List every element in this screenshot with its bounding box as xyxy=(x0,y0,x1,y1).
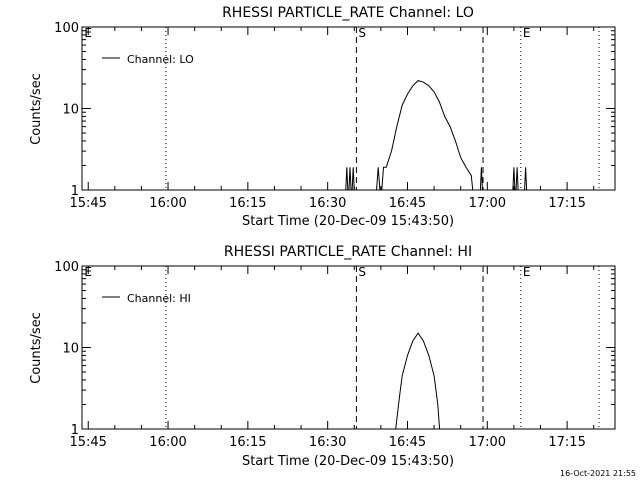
x-tick-label-hi: 16:15 xyxy=(229,435,266,450)
series-line-hi xyxy=(395,332,441,429)
y-tick-label-hi: 1 xyxy=(71,423,79,438)
x-tick-label-lo: 16:30 xyxy=(309,196,346,211)
x-tick-label-lo: 17:00 xyxy=(469,196,506,211)
event-marker-label-lo: S xyxy=(358,26,366,40)
series-line-lo xyxy=(512,167,519,190)
series-line-lo xyxy=(376,80,474,190)
x-axis-label-hi: Start Time (20-Dec-09 15:43:50) xyxy=(242,454,454,469)
event-marker-label-hi: E xyxy=(84,265,92,279)
event-marker-label-lo: E xyxy=(523,26,531,40)
event-marker-label-hi: E xyxy=(523,265,531,279)
chart-hi: 15:45 16:00 16:15 16:30 16:45 17:00 17:15 1 10 10… xyxy=(54,260,616,450)
plot-frame-hi xyxy=(81,265,616,430)
y-tick-label-lo: 100 xyxy=(54,21,79,36)
x-tick-label-lo: 17:15 xyxy=(548,196,585,211)
y-tick-label-hi: 100 xyxy=(54,260,79,275)
x-axis-label-lo: Start Time (20-Dec-09 15:43:50) xyxy=(242,214,454,229)
x-tick-label-hi: 16:30 xyxy=(309,435,346,450)
x-tick-label-hi: 17:15 xyxy=(548,435,585,450)
plot-frame-lo xyxy=(81,26,616,191)
x-tick-label-lo: 16:00 xyxy=(149,196,186,211)
chart-title-hi: RHESSI PARTICLE_RATE Channel: HI xyxy=(224,244,472,260)
x-tick-label-lo: 16:45 xyxy=(389,196,426,211)
event-marker-label-lo: E xyxy=(84,26,92,40)
y-axis-label-hi: Counts/sec xyxy=(29,312,44,384)
legend-label-lo: Channel: LO xyxy=(127,53,194,66)
x-tick-label-hi: 17:00 xyxy=(469,435,506,450)
x-tick-label-hi: 16:00 xyxy=(149,435,186,450)
series-line-lo xyxy=(479,167,483,190)
plot-timestamp: 16-Oct-2021 21:55 xyxy=(560,469,636,478)
series-line-lo xyxy=(345,167,355,190)
x-tick-label-lo: 15:45 xyxy=(69,196,106,211)
x-tick-label-hi: 15:45 xyxy=(69,435,106,450)
event-marker-label-hi: S xyxy=(358,265,366,279)
y-axis-label-lo: Counts/sec xyxy=(29,73,44,145)
x-tick-label-lo: 16:15 xyxy=(229,196,266,211)
legend-label-hi: Channel: HI xyxy=(127,292,191,305)
x-tick-label-hi: 16:45 xyxy=(389,435,426,450)
y-tick-label-hi: 10 xyxy=(62,342,79,357)
chart-title-lo: RHESSI PARTICLE_RATE Channel: LO xyxy=(222,5,474,21)
y-tick-label-lo: 10 xyxy=(62,103,79,118)
chart-lo: 15:45 16:00 16:15 16:30 16:45 17:00 17:15 1 10 10… xyxy=(54,21,616,211)
y-tick-label-lo: 1 xyxy=(71,184,79,199)
series-line-lo xyxy=(524,167,528,190)
